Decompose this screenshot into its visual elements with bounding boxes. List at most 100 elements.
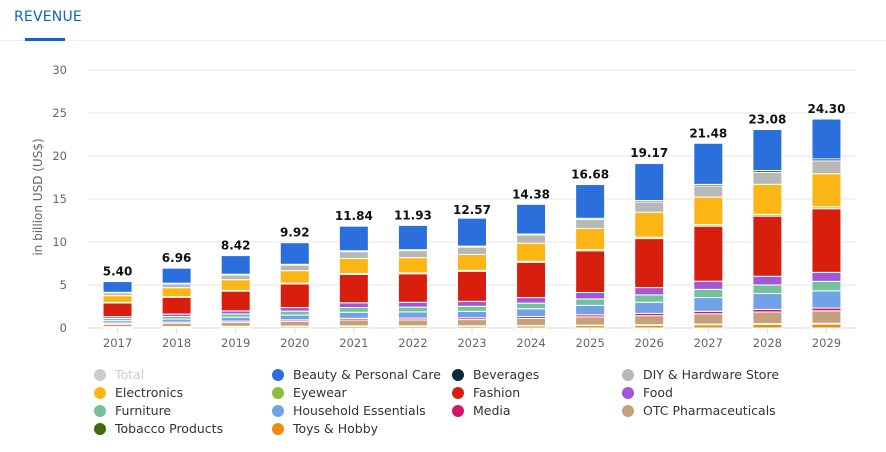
- bar-segment[interactable]: [634, 301, 665, 314]
- legend-item[interactable]: Eyewear: [272, 385, 347, 400]
- bar-segment[interactable]: [752, 284, 783, 295]
- legend-item[interactable]: Beverages: [452, 367, 539, 382]
- bar-segment[interactable]: [634, 211, 665, 238]
- bar-segment[interactable]: [516, 308, 547, 317]
- bar-segment[interactable]: [752, 171, 783, 185]
- bar-segment[interactable]: [634, 238, 665, 289]
- bar-segment[interactable]: [338, 273, 369, 304]
- bar-segment[interactable]: [575, 218, 606, 229]
- legend-item[interactable]: OTC Pharmaceuticals: [622, 403, 776, 418]
- bar-segment[interactable]: [752, 183, 783, 215]
- bar-segment[interactable]: [457, 319, 487, 327]
- bar-segment[interactable]: [338, 302, 369, 309]
- bar-segment[interactable]: [161, 287, 192, 298]
- bar-segment[interactable]: [279, 320, 310, 327]
- bar-segment[interactable]: [516, 297, 547, 304]
- bar-segment[interactable]: [161, 267, 192, 284]
- bar-segment[interactable]: [457, 305, 487, 312]
- bar-segment[interactable]: [516, 242, 547, 262]
- bar-segment[interactable]: [693, 297, 724, 312]
- bar-segment[interactable]: [397, 257, 428, 274]
- bar-segment[interactable]: [693, 196, 724, 226]
- bar-segment[interactable]: [634, 201, 665, 213]
- bar-segment[interactable]: [338, 311, 369, 319]
- bar-segment[interactable]: [693, 288, 724, 299]
- bar-segment[interactable]: [279, 283, 310, 309]
- legend-item[interactable]: DIY & Hardware Store: [622, 367, 779, 382]
- bar-segment[interactable]: [752, 215, 783, 277]
- bar-segment[interactable]: [752, 275, 783, 286]
- bar-segment[interactable]: [397, 311, 428, 319]
- tab-revenue[interactable]: REVENUE: [14, 9, 82, 25]
- legend-item[interactable]: Food: [622, 385, 673, 400]
- bar-segment[interactable]: [220, 274, 251, 281]
- bar-segment[interactable]: [693, 225, 724, 282]
- bar-segment[interactable]: [575, 250, 606, 293]
- bar-segment[interactable]: [693, 142, 724, 185]
- legend-item[interactable]: Electronics: [94, 385, 183, 400]
- bar-segment[interactable]: [811, 118, 842, 160]
- bar-segment[interactable]: [516, 261, 547, 299]
- bar-segment[interactable]: [161, 283, 192, 289]
- bar-segment[interactable]: [811, 208, 842, 273]
- legend-item[interactable]: Toys & Hobby: [272, 421, 378, 436]
- bar-segment[interactable]: [457, 300, 487, 307]
- bar-segment[interactable]: [693, 185, 724, 198]
- legend-item[interactable]: Furniture: [94, 403, 171, 418]
- bar-segment[interactable]: [516, 234, 547, 244]
- bar-segment[interactable]: [811, 323, 842, 329]
- legend-item[interactable]: Tobacco Products: [94, 421, 223, 436]
- bar-segment[interactable]: [220, 316, 251, 322]
- bar-segment[interactable]: [752, 323, 783, 329]
- legend-item[interactable]: Total: [94, 367, 144, 382]
- bar-segment[interactable]: [220, 279, 251, 291]
- bar-segment[interactable]: [693, 280, 724, 290]
- bar-segment[interactable]: [693, 313, 724, 325]
- bar-segment[interactable]: [220, 321, 251, 327]
- bar-segment[interactable]: [338, 319, 369, 327]
- bar-segment[interactable]: [575, 304, 606, 316]
- bar-segment[interactable]: [457, 310, 487, 319]
- bar-segment[interactable]: [457, 253, 487, 271]
- bar-segment[interactable]: [634, 294, 665, 303]
- bar-segment[interactable]: [279, 310, 310, 316]
- bar-segment[interactable]: [811, 310, 842, 324]
- bar-segment[interactable]: [516, 302, 547, 310]
- bar-segment[interactable]: [752, 293, 783, 310]
- bar-segment[interactable]: [220, 290, 251, 312]
- bar-segment[interactable]: [279, 264, 310, 272]
- bar-segment[interactable]: [397, 319, 428, 327]
- bar-segment[interactable]: [338, 225, 369, 252]
- bar-segment[interactable]: [102, 302, 133, 318]
- bar-segment[interactable]: [811, 271, 842, 282]
- bar-segment[interactable]: [575, 291, 606, 300]
- bar-segment[interactable]: [811, 290, 842, 309]
- bar-segment[interactable]: [634, 163, 665, 202]
- bar-segment[interactable]: [575, 298, 606, 306]
- bar-segment[interactable]: [811, 280, 842, 292]
- legend-item[interactable]: Media: [452, 403, 511, 418]
- bar-segment[interactable]: [397, 306, 428, 313]
- bar-segment[interactable]: [102, 281, 133, 293]
- bar-segment[interactable]: [634, 315, 665, 326]
- bar-segment[interactable]: [397, 250, 428, 259]
- bar-segment[interactable]: [220, 255, 251, 275]
- bar-segment[interactable]: [279, 242, 310, 265]
- bar-segment[interactable]: [279, 314, 310, 321]
- bar-segment[interactable]: [338, 258, 369, 275]
- bar-segment[interactable]: [752, 311, 783, 325]
- bar-segment[interactable]: [457, 246, 487, 255]
- bar-segment[interactable]: [102, 295, 133, 303]
- bar-segment[interactable]: [279, 307, 310, 312]
- bar-segment[interactable]: [575, 184, 606, 219]
- bar-segment[interactable]: [575, 227, 606, 251]
- bar-segment[interactable]: [397, 224, 428, 251]
- bar-segment[interactable]: [161, 296, 192, 315]
- bar-segment[interactable]: [397, 273, 428, 303]
- bar-segment[interactable]: [279, 270, 310, 284]
- bar-segment[interactable]: [338, 251, 369, 260]
- bar-segment[interactable]: [811, 160, 842, 175]
- legend-item[interactable]: Beauty & Personal Care: [272, 367, 441, 382]
- bar-segment[interactable]: [457, 217, 487, 247]
- bar-segment[interactable]: [634, 287, 665, 296]
